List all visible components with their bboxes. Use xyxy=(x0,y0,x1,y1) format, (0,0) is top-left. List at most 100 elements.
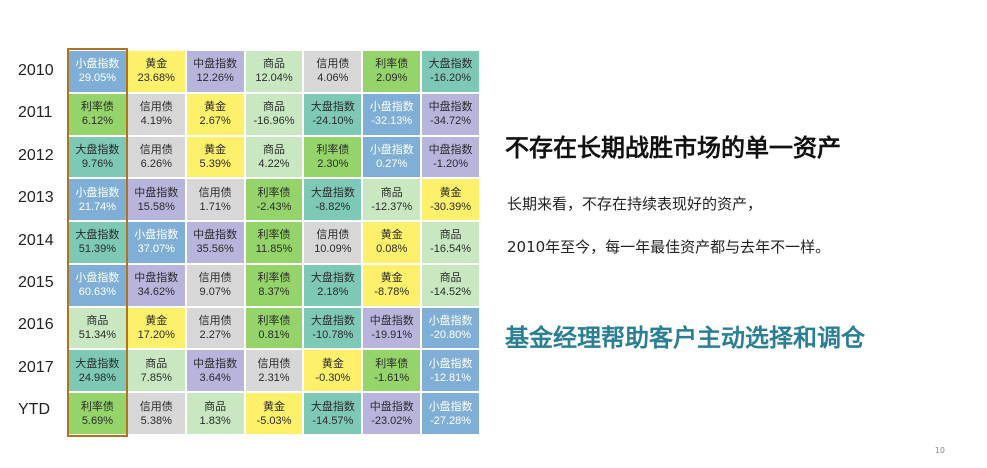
asset-return: -27.28% xyxy=(430,414,472,427)
asset-name: 小盘指数 xyxy=(134,228,179,242)
asset-name: 商品 xyxy=(86,314,109,328)
asset-return: 2.30% xyxy=(317,157,349,170)
asset-return: -12.37% xyxy=(371,200,413,213)
asset-name: 商品 xyxy=(262,57,285,71)
asset-return: 51.39% xyxy=(78,243,117,256)
asset-cell: 大盘指数 -14.57% xyxy=(303,392,363,435)
asset-cell: 利率债 6.12% xyxy=(68,92,127,136)
asset-return: 21.74% xyxy=(78,200,117,213)
asset-cell: 商品 1.83% xyxy=(185,392,245,435)
asset-return: 60.63% xyxy=(78,286,117,299)
asset-name: 大盘指数 xyxy=(310,399,355,413)
asset-name: 小盘指数 xyxy=(428,314,473,328)
asset-return: -23.02% xyxy=(371,414,413,427)
asset-cell: 大盘指数 2.18% xyxy=(303,263,363,307)
asset-name: 商品 xyxy=(204,399,227,413)
body-line-2: 2010年至今，每一年最佳资产都与去年不一样。 xyxy=(507,238,831,256)
asset-return: -24.10% xyxy=(312,115,354,128)
asset-return: -14.57% xyxy=(312,414,354,427)
year-label: 2014 xyxy=(18,231,54,249)
asset-return: 29.05% xyxy=(78,72,117,85)
asset-return: 6.26% xyxy=(140,157,172,170)
asset-cell: 大盘指数 24.98% xyxy=(68,349,127,393)
asset-return: -32.13% xyxy=(371,115,413,128)
asset-name: 小盘指数 xyxy=(428,399,473,413)
asset-return: 34.62% xyxy=(137,286,175,299)
asset-name: 小盘指数 xyxy=(75,271,120,285)
asset-cell: 信用债 5.38% xyxy=(126,392,186,435)
asset-name: 黄金 xyxy=(145,314,168,328)
asset-name: 大盘指数 xyxy=(310,271,355,285)
asset-cell: 信用债 4.19% xyxy=(126,92,186,136)
asset-name: 黄金 xyxy=(321,356,344,370)
asset-name: 中盘指数 xyxy=(193,356,238,370)
asset-cell: 大盘指数 -8.82% xyxy=(303,178,363,222)
asset-cell: 小盘指数 -27.28% xyxy=(421,392,480,435)
asset-name: 大盘指数 xyxy=(428,57,473,71)
asset-name: 中盘指数 xyxy=(193,57,238,71)
asset-return: -10.78% xyxy=(312,329,354,342)
asset-name: 黄金 xyxy=(204,142,227,156)
asset-return: -2.43% xyxy=(256,200,292,213)
asset-return: 11.85% xyxy=(255,243,293,256)
asset-name: 中盘指数 xyxy=(134,271,179,285)
asset-name: 大盘指数 xyxy=(75,228,120,242)
asset-name: 大盘指数 xyxy=(310,185,355,199)
asset-name: 利率债 xyxy=(375,356,409,370)
asset-name: 小盘指数 xyxy=(369,100,414,114)
asset-name: 利率债 xyxy=(316,142,350,156)
year-label: 2013 xyxy=(18,189,54,207)
asset-return: 4.06% xyxy=(317,72,349,85)
asset-name: 信用债 xyxy=(316,57,350,71)
asset-return: -20.80% xyxy=(430,329,472,342)
asset-cell: 中盘指数 34.62% xyxy=(126,263,186,307)
asset-return: 10.09% xyxy=(314,243,352,256)
asset-cell: 商品 51.34% xyxy=(68,306,127,350)
asset-name: 信用债 xyxy=(198,185,232,199)
asset-cell: 商品 4.22% xyxy=(244,135,304,179)
asset-cell: 大盘指数 51.39% xyxy=(68,221,127,264)
asset-name: 商品 xyxy=(439,271,462,285)
asset-return: 12.26% xyxy=(196,72,234,85)
asset-return: 15.58% xyxy=(137,200,175,213)
conclusion-heading: 基金经理帮助客户主动选择和调仓 xyxy=(505,324,865,352)
asset-name: 利率债 xyxy=(257,185,291,199)
asset-cell: 信用债 1.71% xyxy=(185,178,245,222)
asset-return: -1.61% xyxy=(374,371,410,384)
asset-name: 中盘指数 xyxy=(369,314,414,328)
asset-return: -14.52% xyxy=(430,286,472,299)
asset-name: 商品 xyxy=(439,228,462,242)
asset-cell: 中盘指数 -34.72% xyxy=(421,92,480,136)
asset-return: 12.04% xyxy=(255,72,293,85)
asset-cell: 黄金 -5.03% xyxy=(244,392,304,435)
asset-name: 黄金 xyxy=(380,271,403,285)
asset-return: -30.39% xyxy=(430,200,472,213)
asset-name: 信用债 xyxy=(198,271,232,285)
asset-cell: 大盘指数 -16.20% xyxy=(421,50,480,93)
asset-return: 2.31% xyxy=(258,371,290,384)
asset-cell: 商品 -16.54% xyxy=(421,221,480,264)
asset-return: -16.54% xyxy=(430,243,472,256)
asset-return: -5.03% xyxy=(256,414,292,427)
asset-cell: 中盘指数 -1.20% xyxy=(421,135,480,179)
year-label: 2011 xyxy=(18,104,53,122)
asset-cell: 小盘指数 -20.80% xyxy=(421,306,480,350)
asset-name: 大盘指数 xyxy=(310,100,355,114)
asset-return: 7.85% xyxy=(140,371,172,384)
year-labels: 2010 2011 2012 2013 2014 2015 2016 2017 YTD xyxy=(12,50,68,432)
asset-name: 黄金 xyxy=(204,100,227,114)
asset-return: 0.27% xyxy=(376,157,408,170)
asset-cell: 中盘指数 15.58% xyxy=(126,178,186,222)
asset-cell: 小盘指数 -12.81% xyxy=(421,349,480,393)
asset-return: 9.76% xyxy=(81,157,114,170)
asset-name: 商品 xyxy=(145,356,168,370)
headline: 不存在长期战胜市场的单一资产 xyxy=(505,134,841,162)
asset-cell: 大盘指数 -10.78% xyxy=(303,306,363,350)
asset-name: 中盘指数 xyxy=(428,142,473,156)
asset-cell: 利率债 5.69% xyxy=(68,392,127,435)
asset-return: 35.56% xyxy=(196,243,234,256)
asset-return: 6.12% xyxy=(81,115,114,128)
asset-cell: 小盘指数 0.27% xyxy=(362,135,422,179)
asset-cell: 中盘指数 12.26% xyxy=(185,50,245,93)
body-line-1: 长期来看，不存在持续表现好的资产， xyxy=(507,195,763,213)
